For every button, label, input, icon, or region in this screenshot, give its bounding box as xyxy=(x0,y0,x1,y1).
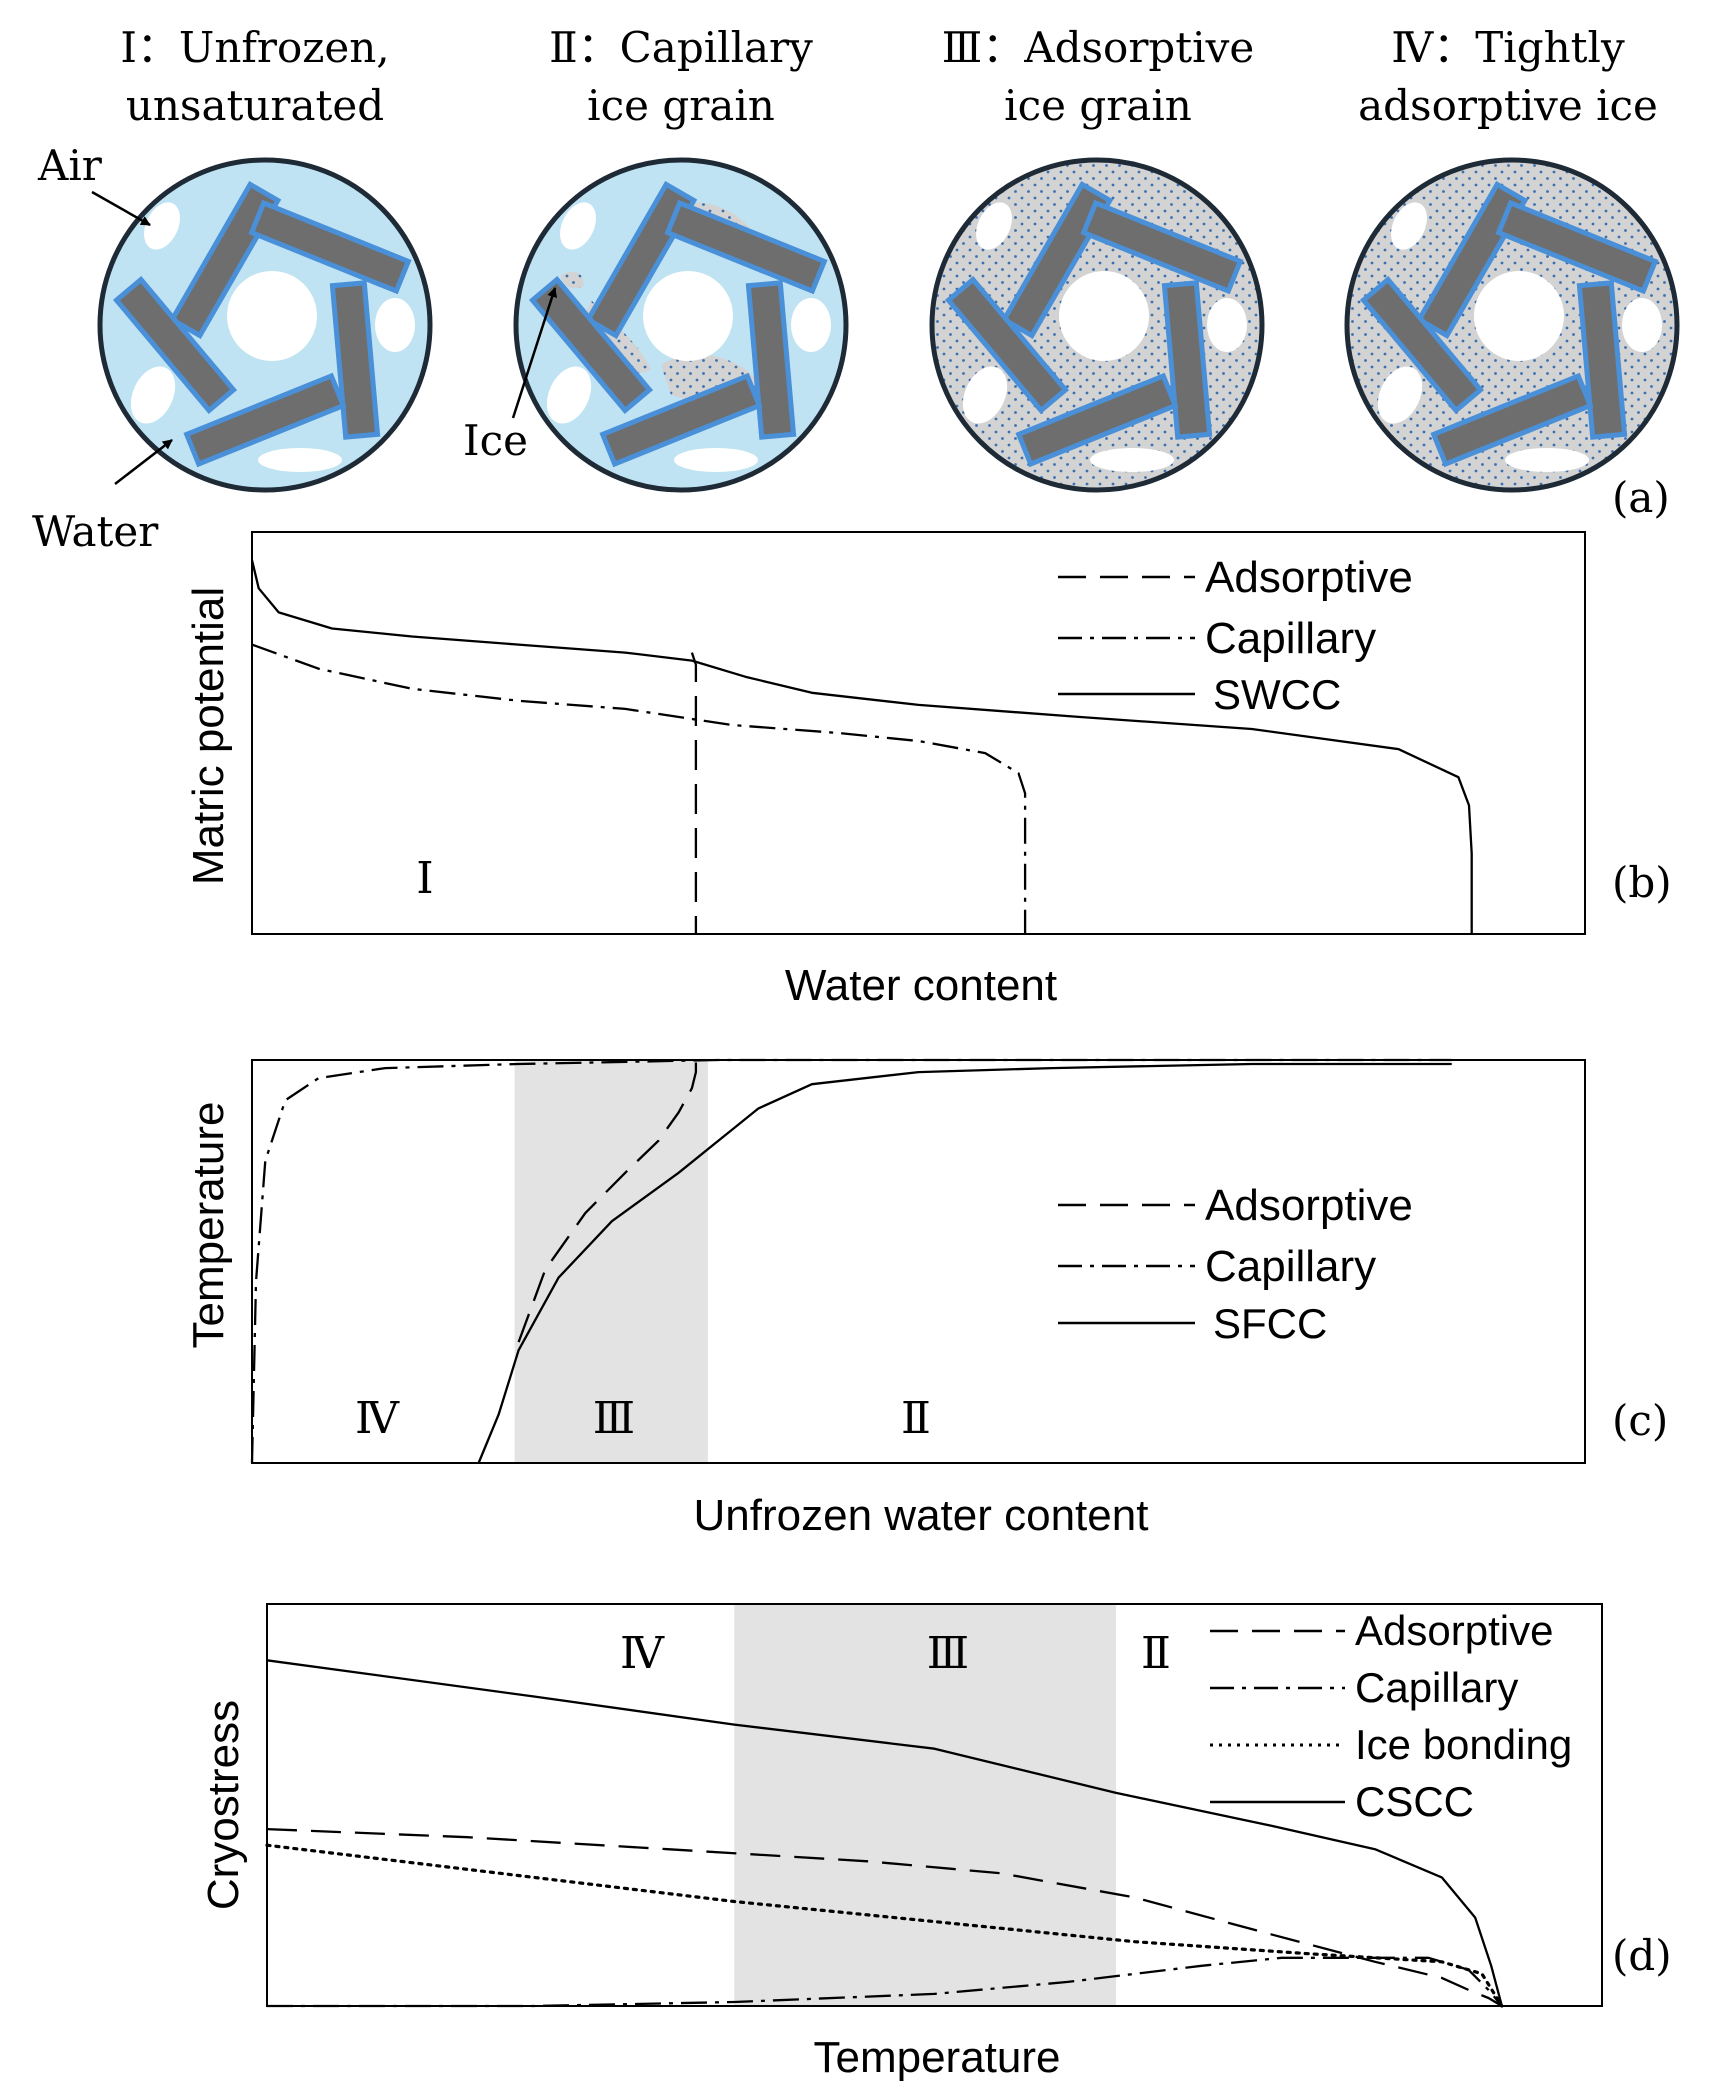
panel-c-frame xyxy=(251,1059,1586,1464)
panel-a: Ⅰ：Unfrozen, unsaturated Ⅱ：Capillary ice … xyxy=(32,23,1680,556)
panel-c-legend-capillary: Capillary xyxy=(1205,1242,1376,1291)
stage-2-title: Ⅱ：Capillary ice grain xyxy=(549,23,813,130)
panel-d-zone-label-3: Ⅲ xyxy=(927,1628,969,1679)
panel-d-series-adsorptive xyxy=(266,1827,1503,2007)
panel-b-legend-capillary: Capillary xyxy=(1205,614,1376,663)
panel-c-x-axis-label: Unfrozen water content xyxy=(694,1491,1149,1540)
panel-d-legend-adsorptive: Adsorptive xyxy=(1355,1607,1553,1654)
panel-b-legend: Adsorptive Capillary SWCC xyxy=(1058,553,1413,718)
air-arrow xyxy=(91,190,151,227)
panel-c-zone-label-3: Ⅲ xyxy=(593,1393,635,1444)
stage-2-title-line1: Ⅱ：Capillary xyxy=(549,23,813,72)
stage-4-title: Ⅳ：Tightly adsorptive ice xyxy=(1358,23,1658,130)
panel-c-series-adsorptive xyxy=(517,1060,698,1343)
panel-d-zone-label-2: Ⅱ xyxy=(1141,1628,1171,1679)
stage-1-title-line1: Ⅰ：Unfrozen, xyxy=(120,23,389,72)
ice-label: Ice xyxy=(463,416,528,465)
stage-3-title: Ⅲ：Adsorptive ice grain xyxy=(942,23,1254,130)
panel-b-frame xyxy=(251,531,1586,935)
panel-c-zone-label-4: Ⅳ xyxy=(355,1393,400,1444)
panel-c-zone-label-2: Ⅱ xyxy=(901,1393,931,1444)
panel-c-legend-sfcc: SFCC xyxy=(1213,1300,1327,1347)
panel-c-y-axis-label: Temperature xyxy=(184,1101,233,1348)
pore-rim xyxy=(513,157,849,493)
soil-pore-diagram-stage-2 xyxy=(513,157,849,493)
stage-3-title-line1: Ⅲ：Adsorptive xyxy=(942,23,1254,72)
panel-b-legend-adsorptive: Adsorptive xyxy=(1205,553,1413,602)
panel-d-tag: (d) xyxy=(1612,1931,1672,1980)
air-label: Air xyxy=(37,141,103,190)
panel-c-plot-area xyxy=(250,1058,1586,1464)
water-label: Water xyxy=(32,507,159,556)
panel-b-series-swcc xyxy=(250,559,1473,934)
soil-pore-diagram-stage-1 xyxy=(97,157,433,493)
panel-c-series-sfcc xyxy=(477,1062,1452,1464)
panel-d-plot-area xyxy=(265,1603,1603,2008)
panel-c: Temperature Unfrozen water content Ⅳ Ⅲ Ⅱ… xyxy=(184,1058,1668,1540)
stage-3-title-line2: ice grain xyxy=(1004,81,1192,130)
panel-b-zone-label-1: Ⅰ xyxy=(416,853,433,904)
panel-d-x-axis-label: Temperature xyxy=(813,2033,1060,2082)
panel-b-plot-area xyxy=(250,531,1586,935)
panel-d: Cryostress Temperature Ⅳ Ⅲ Ⅱ Adsorptive … xyxy=(199,1603,1672,2082)
panel-b-series-adsorptive xyxy=(690,652,698,934)
stage-1-title-line2: unsaturated xyxy=(126,81,384,130)
panel-b-tag: (b) xyxy=(1612,858,1672,907)
pore-rim xyxy=(1344,157,1680,493)
panel-d-legend-ice-bonding: Ice bonding xyxy=(1355,1721,1572,1768)
water-arrow xyxy=(114,439,173,485)
panel-c-shaded-zone xyxy=(514,1060,708,1463)
panel-c-legend-adsorptive: Adsorptive xyxy=(1205,1181,1413,1230)
stage-4-title-line1: Ⅳ：Tightly xyxy=(1391,23,1625,72)
panel-d-shaded-zone xyxy=(734,1604,1117,2006)
panel-d-frame xyxy=(266,1603,1603,2007)
stage-1-title: Ⅰ：Unfrozen, unsaturated xyxy=(120,23,389,130)
panel-c-tag: (c) xyxy=(1612,1396,1668,1445)
stage-4-title-line2: adsorptive ice xyxy=(1358,81,1658,130)
soil-pore-diagram-stage-3 xyxy=(929,157,1265,493)
panel-b-series-capillary xyxy=(251,643,1027,934)
panel-d-legend: Adsorptive Capillary Ice bonding CSCC xyxy=(1210,1607,1572,1825)
panel-d-legend-capillary: Capillary xyxy=(1355,1664,1518,1711)
panel-c-legend: Adsorptive Capillary SFCC xyxy=(1058,1181,1413,1347)
panel-d-legend-cscc: CSCC xyxy=(1355,1778,1474,1825)
panel-b-y-axis-label: Matric potential xyxy=(184,587,233,885)
panel-d-series-ice-bonding xyxy=(265,1843,1504,2008)
panel-b-x-axis-label: Water content xyxy=(785,961,1057,1010)
panel-b: Matric potential Water content Ⅰ Adsorpt… xyxy=(184,531,1672,1010)
panel-b-legend-swcc: SWCC xyxy=(1213,671,1341,718)
panel-a-tag: (a) xyxy=(1612,473,1670,522)
pore-rim xyxy=(97,157,433,493)
panel-d-series-capillary xyxy=(267,1956,1503,2008)
panel-d-zone-label-4: Ⅳ xyxy=(620,1628,665,1679)
stage-2-title-line2: ice grain xyxy=(587,81,775,130)
panel-d-y-axis-label: Cryostress xyxy=(199,1700,248,1910)
ice-arrow xyxy=(511,287,557,419)
pore-rim xyxy=(929,157,1265,493)
soil-pore-diagram-stage-4 xyxy=(1344,157,1680,493)
panel-d-series-cscc xyxy=(266,1659,1504,2007)
